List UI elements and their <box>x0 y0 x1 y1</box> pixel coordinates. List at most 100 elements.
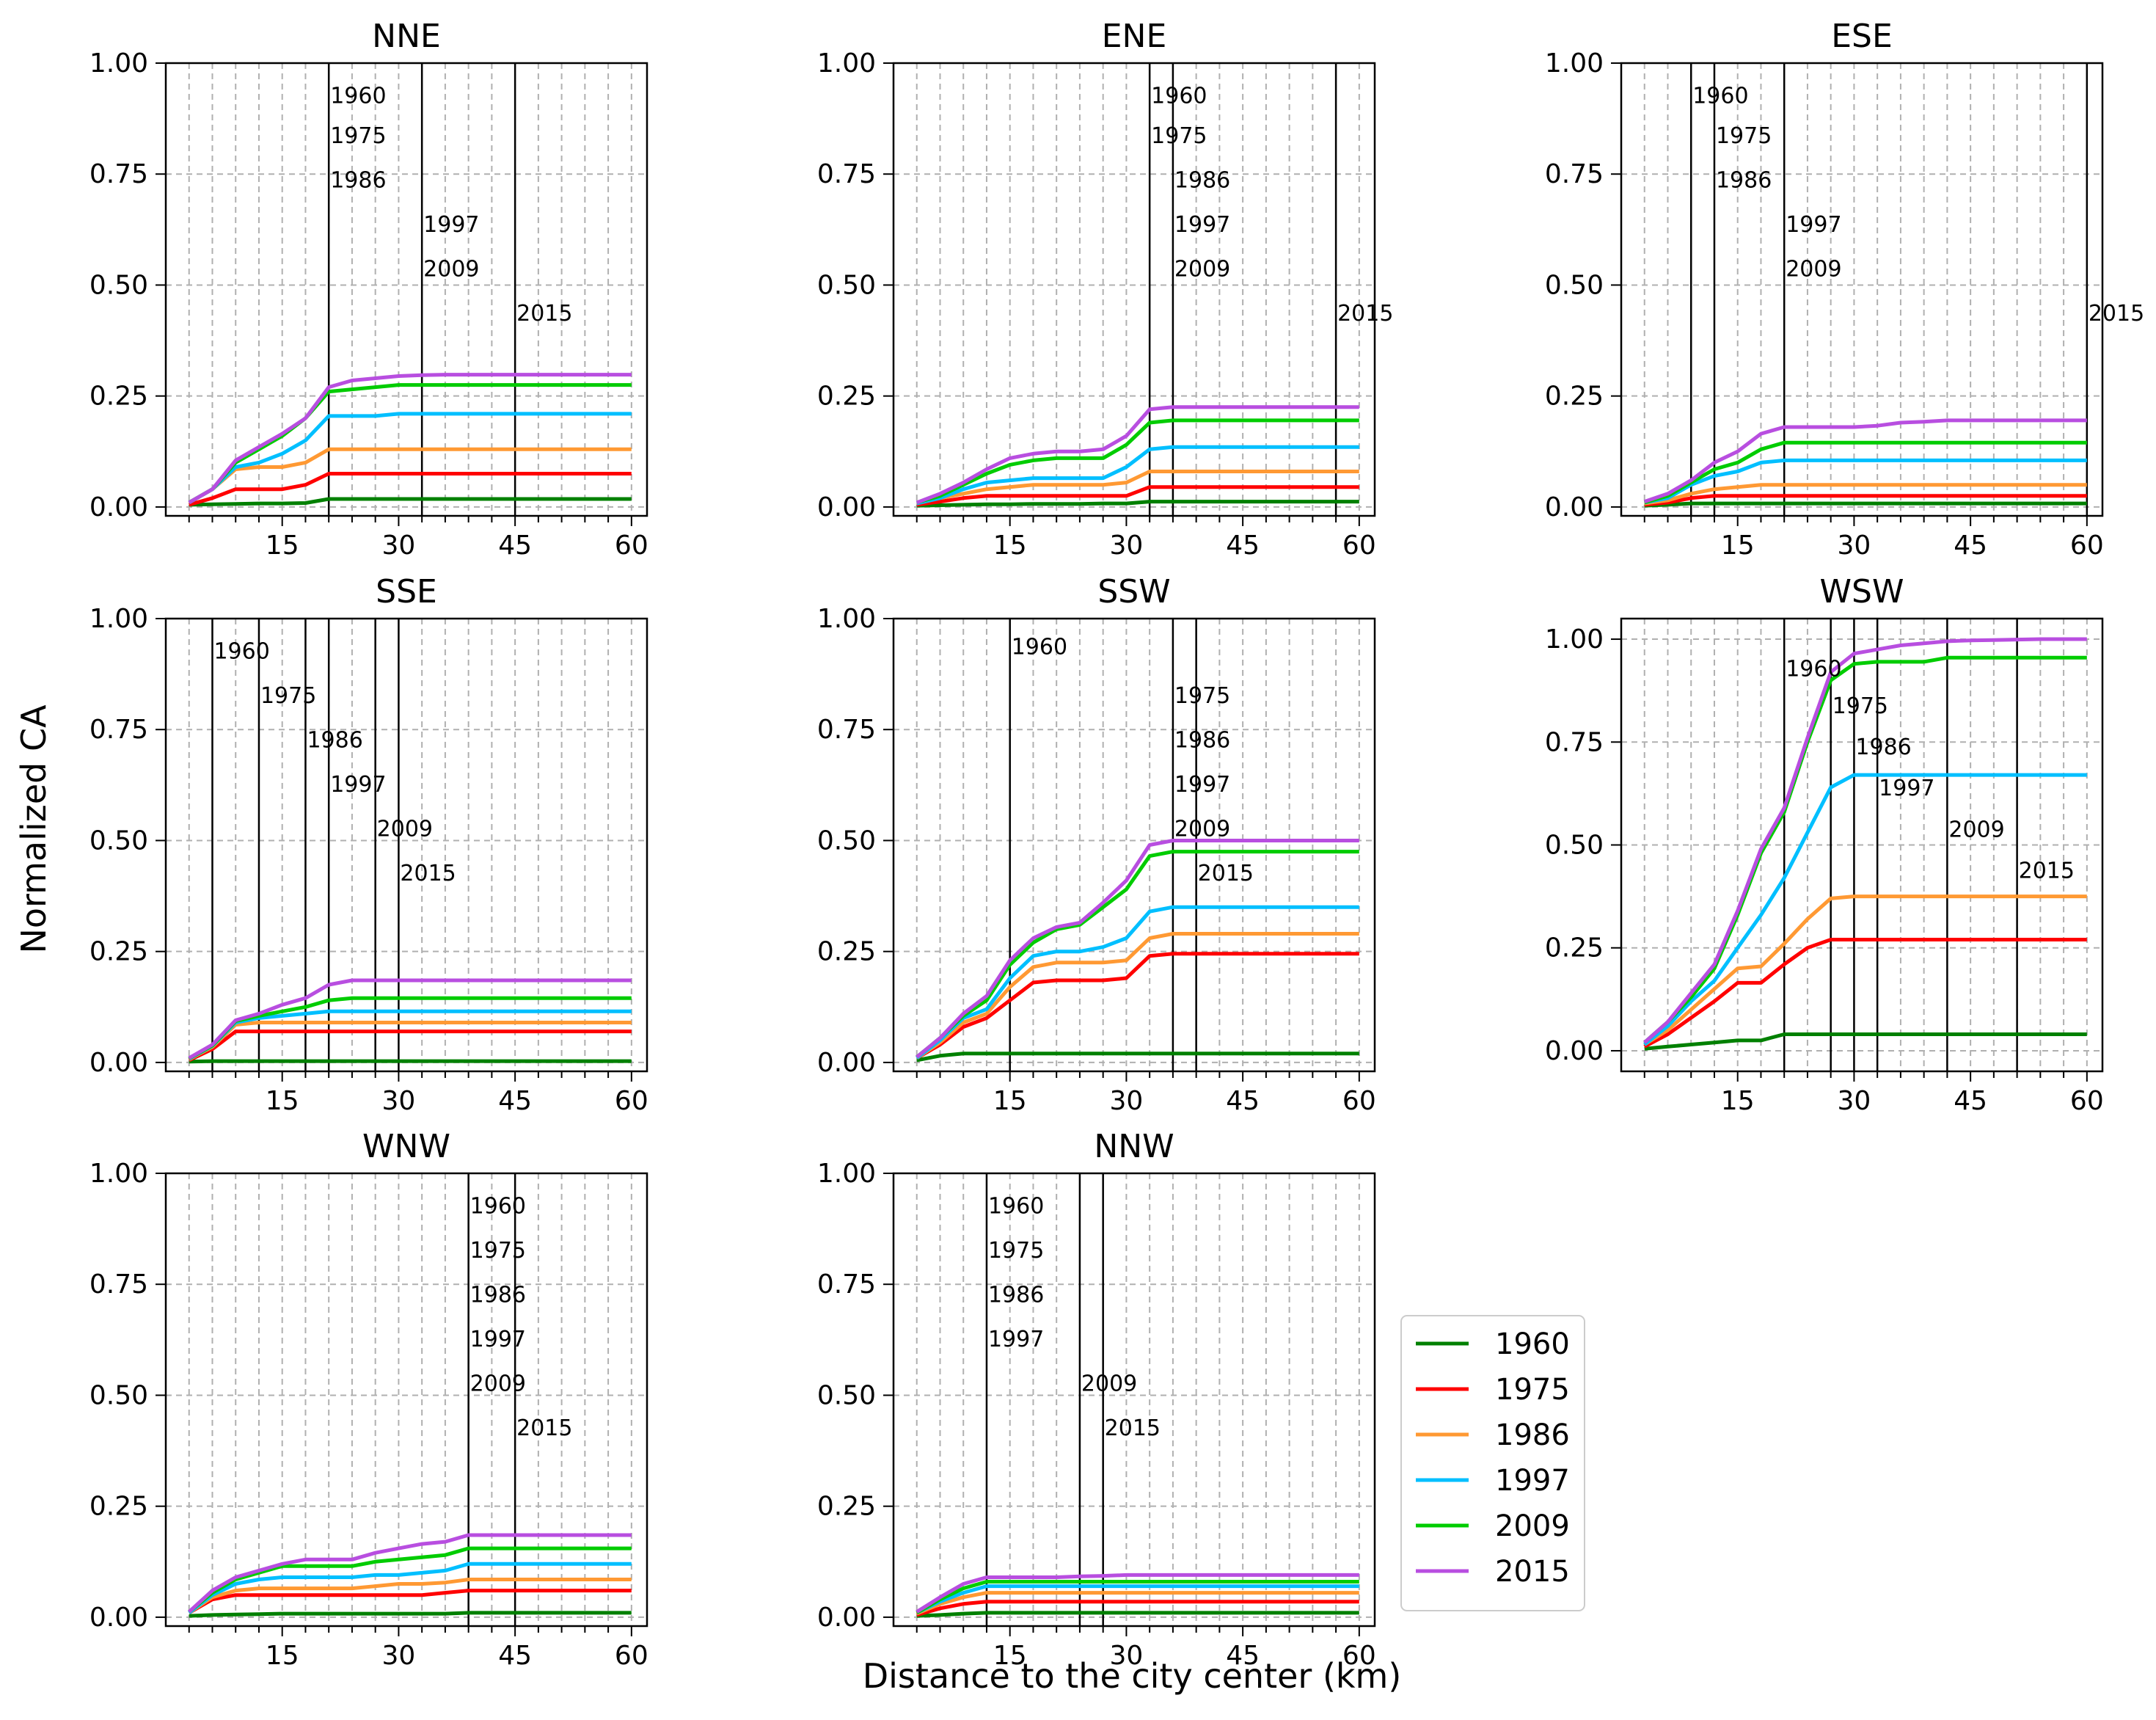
milestone-label: 2015 <box>400 861 456 886</box>
milestone-label: 2009 <box>377 816 433 842</box>
legend-label: 1960 <box>1495 1327 1570 1361</box>
y-tick-label: 0.00 <box>817 1603 876 1633</box>
milestone-label: 1997 <box>1879 776 1934 801</box>
plot-frame <box>1620 62 2104 517</box>
series-1975 <box>916 1600 1359 1617</box>
y-tick-label: 0.00 <box>817 492 876 522</box>
x-tick-label: 60 <box>615 1086 648 1116</box>
series-1975 <box>188 1589 632 1615</box>
legend-item-1975: 1975 <box>1416 1373 1570 1407</box>
series-2015 <box>188 1533 632 1614</box>
y-tick-label: 1.00 <box>817 604 876 634</box>
milestone-label: 1960 <box>1151 83 1207 109</box>
y-tick-label: 0.50 <box>817 826 876 856</box>
milestone-label: 1997 <box>330 772 386 798</box>
milestone-label: 1986 <box>470 1282 526 1308</box>
x-tick-label: 30 <box>1110 531 1144 561</box>
x-tick-label: 60 <box>615 531 648 561</box>
y-tick-label: 0.75 <box>89 159 148 189</box>
y-tick-label: 1.00 <box>1545 624 1604 655</box>
y-tick-label: 0.75 <box>817 159 876 189</box>
subplot-ese: 1960 1975 1986 1997 2009 2015 15 30 45 60 0.00 0.25… <box>1545 18 2144 561</box>
series-1975 <box>916 485 1359 507</box>
x-tick-label: 15 <box>993 1641 1027 1671</box>
milestone-label: 1986 <box>330 167 386 193</box>
x-tick-label: 30 <box>1838 1086 1871 1116</box>
milestone-label: 2015 <box>1198 861 1254 886</box>
series-2015 <box>1643 418 2087 503</box>
x-tick-label: 60 <box>615 1641 648 1671</box>
legend-item-1960: 1960 <box>1416 1327 1570 1361</box>
series-1960 <box>1644 1032 2087 1051</box>
x-tick-label: 30 <box>382 531 416 561</box>
milestone-label: 1975 <box>988 1238 1044 1264</box>
subplot-title: ENE <box>1102 18 1167 55</box>
milestone-label: 2009 <box>1174 256 1230 282</box>
series-2015 <box>1643 637 2087 1044</box>
milestone-label: 2009 <box>1174 816 1230 842</box>
series-1960 <box>916 1052 1359 1063</box>
milestone-label: 1986 <box>1174 727 1230 753</box>
subplot-nnw: 1960 1975 1986 1997 2009 2015 15 30 45 60 0.00 0.25… <box>817 1128 1376 1671</box>
milestone-label: 2009 <box>470 1371 526 1396</box>
series-2009 <box>916 850 1359 1059</box>
milestone-label: 1997 <box>423 212 479 238</box>
series-2009 <box>916 418 1359 505</box>
x-tick-label: 15 <box>266 1641 299 1671</box>
milestone-label: 1986 <box>307 727 362 753</box>
series-2015 <box>188 373 632 505</box>
milestone-label: 2015 <box>1105 1415 1161 1441</box>
y-tick-label: 0.75 <box>817 1269 876 1300</box>
x-tick-label: 30 <box>1110 1086 1144 1116</box>
milestone-label: 1960 <box>330 83 386 109</box>
series-1960 <box>189 497 632 507</box>
plot-frame <box>164 1172 648 1628</box>
milestone-label: 1960 <box>1692 83 1748 109</box>
series-1960 <box>1644 501 2087 508</box>
milestone-label: 1997 <box>1174 212 1230 238</box>
y-tick-label: 0.75 <box>817 715 876 745</box>
y-tick-label: 0.25 <box>817 937 876 967</box>
x-tick-label: 60 <box>2070 1086 2104 1116</box>
x-tick-label: 45 <box>1954 531 1987 561</box>
x-tick-label: 60 <box>1342 531 1376 561</box>
series-1986 <box>916 1591 1359 1616</box>
subplot-ssw: 1960 1975 1986 1997 2009 2015 15 30 45 60 0.00 0.25… <box>817 573 1376 1116</box>
x-tick-label: 30 <box>1110 1641 1144 1671</box>
subplot-title: WNW <box>362 1128 450 1165</box>
y-tick-label: 0.00 <box>89 1603 148 1633</box>
series-2009 <box>188 383 632 505</box>
series-2015 <box>916 1573 1359 1614</box>
series-2015 <box>916 405 1359 505</box>
series-1997 <box>1644 458 2087 505</box>
subplot-ene: 1960 1975 1986 1997 2009 2015 15 30 45 60 0.00 0.25… <box>817 18 1394 561</box>
x-tick-label: 15 <box>1721 1086 1755 1116</box>
milestone-label: 1986 <box>1174 167 1230 193</box>
series-1997 <box>916 445 1359 506</box>
x-tick-label: 15 <box>266 1086 299 1116</box>
y-tick-label: 0.25 <box>817 382 876 412</box>
series-1960 <box>189 1611 632 1618</box>
series-2015 <box>916 839 1359 1059</box>
series-1975 <box>189 472 632 507</box>
y-tick-label: 1.00 <box>817 1159 876 1189</box>
milestone-label: 1975 <box>1151 123 1207 149</box>
milestone-label: 1986 <box>1855 735 1911 760</box>
legend-label: 1975 <box>1495 1373 1570 1407</box>
y-tick-label: 0.25 <box>1545 933 1604 963</box>
milestone-label: 2015 <box>516 1415 572 1441</box>
subplot-title: NNW <box>1094 1128 1174 1165</box>
y-tick-label: 0.25 <box>817 1492 876 1522</box>
series-1997 <box>916 1584 1359 1615</box>
milestone-label: 2009 <box>1948 817 2004 842</box>
series-1997 <box>188 1009 632 1061</box>
y-tick-label: 1.00 <box>89 48 148 79</box>
x-tick-label: 15 <box>993 1086 1027 1116</box>
plot-frame <box>892 617 1376 1073</box>
y-tick-label: 1.00 <box>89 604 148 634</box>
y-tick-label: 1.00 <box>89 1159 148 1189</box>
subplot-sse: 1960 1975 1986 1997 2009 2015 15 30 45 60 0.00 0.25… <box>89 573 648 1116</box>
x-tick-label: 45 <box>1226 531 1260 561</box>
milestone-label: 2009 <box>1786 256 1841 282</box>
plot-frame <box>164 617 648 1073</box>
